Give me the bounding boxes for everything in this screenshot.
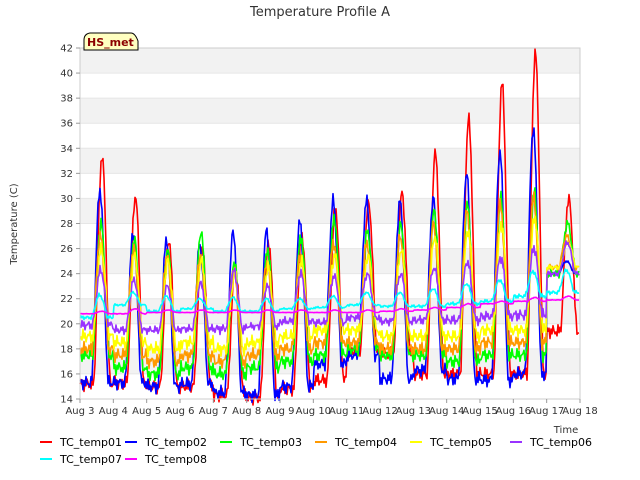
x-tick-label: Aug 16 xyxy=(496,406,531,417)
x-tick-label: Aug 8 xyxy=(232,406,261,417)
x-tick-label: Aug 12 xyxy=(362,406,397,417)
y-tick-label: 24 xyxy=(60,269,73,280)
y-tick-label: 28 xyxy=(60,219,73,230)
legend-label: TC_temp08 xyxy=(144,453,207,466)
series-line-tc_temp04 xyxy=(79,191,580,370)
station-badge: HS_met xyxy=(83,32,139,51)
grid-band xyxy=(80,148,580,174)
legend-item-tc_temp04: TC_temp04 xyxy=(315,436,397,449)
y-axis-title: Temperature (C) xyxy=(9,183,20,265)
y-tick-label: 34 xyxy=(60,144,73,155)
grid-band xyxy=(80,48,580,74)
y-tick-label: 42 xyxy=(60,44,73,55)
y-tick-label: 18 xyxy=(60,344,73,355)
series-line-tc_temp07 xyxy=(79,268,580,321)
y-tick-label: 36 xyxy=(60,119,73,130)
grid-band xyxy=(80,198,580,224)
legend-item-tc_temp08: TC_temp08 xyxy=(125,453,207,466)
y-tick-label: 40 xyxy=(60,69,73,80)
badge-label: HS_met xyxy=(87,36,134,49)
x-tick-label: Aug 3 xyxy=(65,406,94,417)
legend: TC_temp01 TC_temp02 TC_temp03 TC_temp04 TC_t… xyxy=(40,436,592,466)
y-tick-label: 22 xyxy=(60,294,73,305)
legend-item-tc_temp03: TC_temp03 xyxy=(220,436,302,449)
x-tick-label: Aug 10 xyxy=(296,406,331,417)
x-tick-label: Aug 6 xyxy=(165,406,194,417)
x-tick-label: Aug 5 xyxy=(132,406,161,417)
x-tick-label: Aug 4 xyxy=(99,406,128,417)
legend-item-tc_temp01: TC_temp01 xyxy=(40,436,122,449)
x-tick-label: Aug 7 xyxy=(199,406,228,417)
y-tick-label: 26 xyxy=(60,244,73,255)
legend-label: TC_temp02 xyxy=(144,436,207,449)
x-tick-label: Aug 11 xyxy=(329,406,364,417)
y-tick-label: 30 xyxy=(60,194,73,205)
legend-label: TC_temp06 xyxy=(529,436,592,449)
series-lines xyxy=(79,48,580,406)
y-tick-label: 20 xyxy=(60,319,73,330)
y-axis-ticks: 14 16 18 20 22 24 26 28 30 32 34 36 38 40 42 xyxy=(60,44,80,406)
grid-band xyxy=(80,98,580,124)
y-tick-label: 32 xyxy=(60,169,73,180)
y-tick-label: 16 xyxy=(60,369,73,380)
legend-label: TC_temp01 xyxy=(59,436,122,449)
legend-item-tc_temp06: TC_temp06 xyxy=(510,436,592,449)
x-tick-label: Aug 17 xyxy=(529,406,564,417)
x-axis-ticks: Aug 3 Aug 4 Aug 5 Aug 6 Aug 7 Aug 8 Aug 9 Aug 1… xyxy=(65,399,598,417)
x-tick-label: Aug 14 xyxy=(429,406,464,417)
legend-item-tc_temp05: TC_temp05 xyxy=(410,436,492,449)
legend-label: TC_temp05 xyxy=(429,436,492,449)
legend-label: TC_temp04 xyxy=(334,436,397,449)
x-tick-label: Aug 18 xyxy=(562,406,597,417)
y-tick-label: 38 xyxy=(60,94,73,105)
y-tick-label: 14 xyxy=(60,395,73,406)
x-tick-label: Aug 13 xyxy=(396,406,431,417)
x-tick-label: Aug 15 xyxy=(462,406,497,417)
badge-shape xyxy=(83,32,139,51)
chart-title: Temperature Profile A xyxy=(249,5,390,20)
legend-item-tc_temp07: TC_temp07 xyxy=(40,453,122,466)
legend-label: TC_temp07 xyxy=(59,453,122,466)
series-line-tc_temp08 xyxy=(79,295,579,316)
x-axis-title: Time xyxy=(553,425,578,436)
legend-item-tc_temp02: TC_temp02 xyxy=(125,436,207,449)
legend-label: TC_temp03 xyxy=(239,436,302,449)
x-tick-label: Aug 9 xyxy=(265,406,294,417)
